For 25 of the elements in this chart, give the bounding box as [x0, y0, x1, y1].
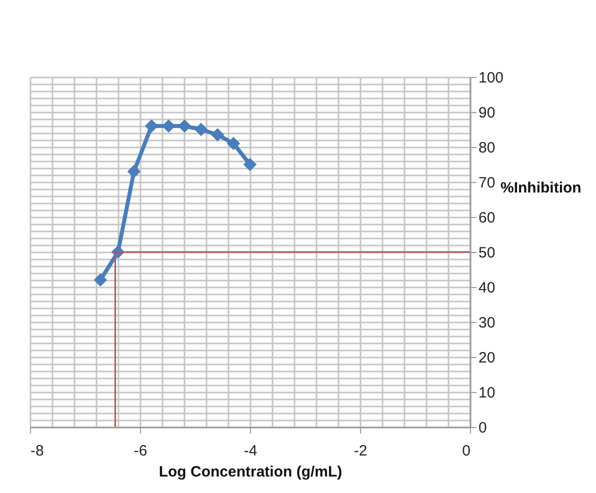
y-tick-label: 30	[478, 314, 496, 332]
y-tick-label: 0	[478, 420, 487, 436]
y-tick-label: 100	[478, 70, 504, 86]
y-tick-label: 40	[478, 280, 496, 296]
x-axis-title: Log Concentration (g/mL)	[158, 464, 342, 480]
point	[211, 128, 224, 141]
point	[145, 120, 158, 132]
point	[94, 274, 107, 286]
x-tick-label: -2	[354, 442, 368, 460]
y-tick-label: 90	[478, 104, 496, 122]
point	[227, 137, 240, 150]
y-tick-label: 60	[478, 210, 496, 226]
x-tick-label: -6	[134, 442, 148, 460]
y-tick-label: 50	[478, 244, 496, 262]
y-tick-label: 70	[478, 174, 496, 192]
y-tick-label: 80	[478, 140, 496, 156]
x-tick-label: -8	[30, 442, 44, 460]
x-tick-label: 0	[462, 442, 470, 460]
y-tick-label: 20	[478, 350, 496, 366]
y-axis-title: %Inhibition	[500, 180, 582, 196]
y-tick-label: 10	[478, 384, 496, 402]
point	[244, 158, 256, 171]
point	[128, 165, 140, 178]
point	[194, 123, 208, 136]
x-tick-label: -4	[244, 442, 258, 460]
